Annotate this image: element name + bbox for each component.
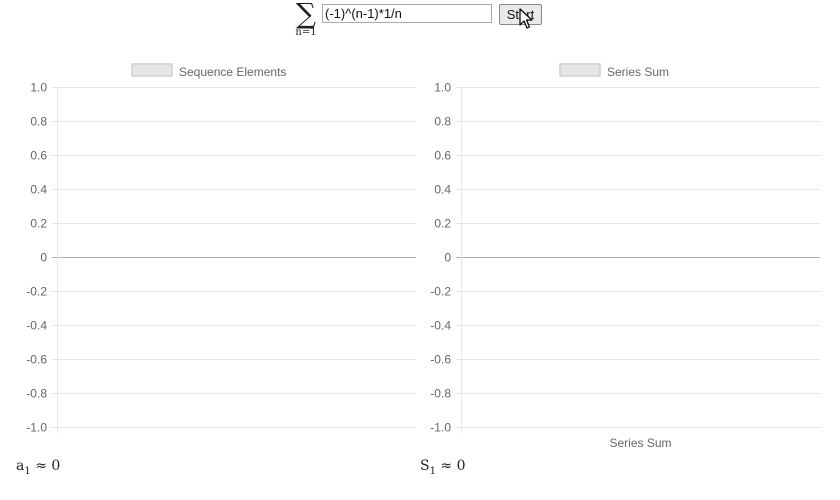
y-tick-label: 0.2 (434, 217, 451, 231)
sequence-value: ≈ 0 (35, 458, 61, 474)
y-tick-label: 1.0 (30, 81, 47, 95)
sum-lower-bound: n=1 (295, 27, 317, 38)
y-tick-label: -0.8 (26, 387, 47, 401)
series-index: 1 (429, 465, 436, 477)
mouse-cursor-icon (519, 8, 533, 29)
sequence-result: a1 ≈ 0 (16, 458, 60, 477)
chart-1-legend[interactable]: Series Sum (559, 63, 669, 79)
chart-0-legend[interactable]: Sequence Elements (131, 63, 286, 79)
y-tick-label: 0.6 (434, 149, 451, 163)
y-tick-label: -0.4 (26, 319, 47, 333)
y-tick-label: 0.4 (434, 183, 451, 197)
y-tick-label: -0.2 (26, 285, 47, 299)
legend-swatch (559, 63, 601, 77)
y-tick-label: -1.0 (430, 421, 451, 435)
chart-1: Series Sum 1.0 0.8 0.6 0.4 0.2 0 -0.2 -0.4 -0.6 -0… (430, 63, 820, 450)
series-value: ≈ 0 (440, 458, 466, 474)
y-tick-label: 0.6 (30, 149, 47, 163)
y-tick-label: -0.8 (430, 387, 451, 401)
sequence-index: 1 (24, 465, 31, 477)
y-tick-label: -0.2 (430, 285, 451, 299)
y-tick-label: 0.2 (30, 217, 47, 231)
legend-swatch (131, 63, 173, 77)
y-tick-label: -1.0 (26, 421, 47, 435)
y-tick-label: -0.4 (430, 319, 451, 333)
legend-label: Sequence Elements (179, 65, 286, 79)
series-symbol: S (420, 458, 430, 474)
sequence-symbol: a (16, 458, 25, 474)
x-axis-label: Series Sum (609, 436, 671, 450)
chart-0: Sequence Elements 1.0 0.8 0.6 0.4 0.2 0 -0.2 -0.… (26, 63, 416, 435)
y-tick-label: 0.8 (30, 115, 47, 129)
y-tick-label: 0 (40, 251, 47, 265)
legend-label: Series Sum (607, 65, 669, 79)
sum-symbol: ∑ (296, 0, 316, 30)
y-tick-label: 0.8 (434, 115, 451, 129)
formula-bar: ∑ n=1 Start (0, 0, 840, 44)
y-tick-label: 0 (444, 251, 451, 265)
y-tick-label: 1.0 (434, 81, 451, 95)
series-sum-chart: Series Sum 1.0 0.8 0.6 0.4 0.2 0 -0.2 -0.4 -0.6 -0… (430, 63, 820, 450)
formula-input[interactable] (322, 4, 492, 23)
sequence-elements-chart: Sequence Elements 1.0 0.8 0.6 0.4 0.2 0 -0.2 -0.… (26, 63, 416, 435)
series-result: S1 ≈ 0 (420, 458, 466, 477)
y-tick-label: -0.6 (26, 353, 47, 367)
y-tick-label: -0.6 (430, 353, 451, 367)
y-tick-label: 0.4 (30, 183, 47, 197)
